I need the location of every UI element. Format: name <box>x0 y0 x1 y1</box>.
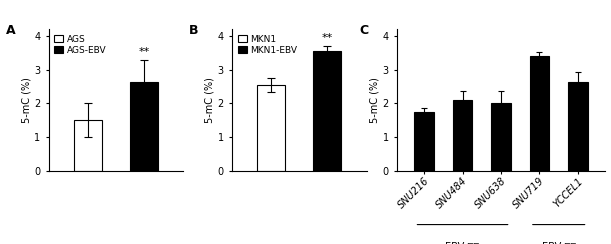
Bar <box>313 51 342 171</box>
Bar <box>257 85 285 171</box>
Y-axis label: 5-mC (%): 5-mC (%) <box>205 77 215 123</box>
Text: EBV 음성: EBV 음성 <box>445 242 480 244</box>
Text: **: ** <box>139 47 150 57</box>
Bar <box>453 100 472 171</box>
Text: A: A <box>6 24 15 37</box>
Legend: MKN1, MKN1-EBV: MKN1, MKN1-EBV <box>236 34 298 55</box>
Bar <box>491 103 511 171</box>
Y-axis label: 5-mC (%): 5-mC (%) <box>370 77 380 123</box>
Text: B: B <box>189 24 199 37</box>
Bar <box>74 120 102 171</box>
Text: EBV 양성: EBV 양성 <box>542 242 576 244</box>
Bar <box>568 81 588 171</box>
Bar <box>530 56 549 171</box>
Bar <box>414 112 434 171</box>
Bar <box>130 81 158 171</box>
Text: C: C <box>360 24 369 37</box>
Legend: AGS, AGS-EBV: AGS, AGS-EBV <box>53 34 108 55</box>
Text: **: ** <box>322 33 333 43</box>
Y-axis label: 5-mC (%): 5-mC (%) <box>21 77 32 123</box>
